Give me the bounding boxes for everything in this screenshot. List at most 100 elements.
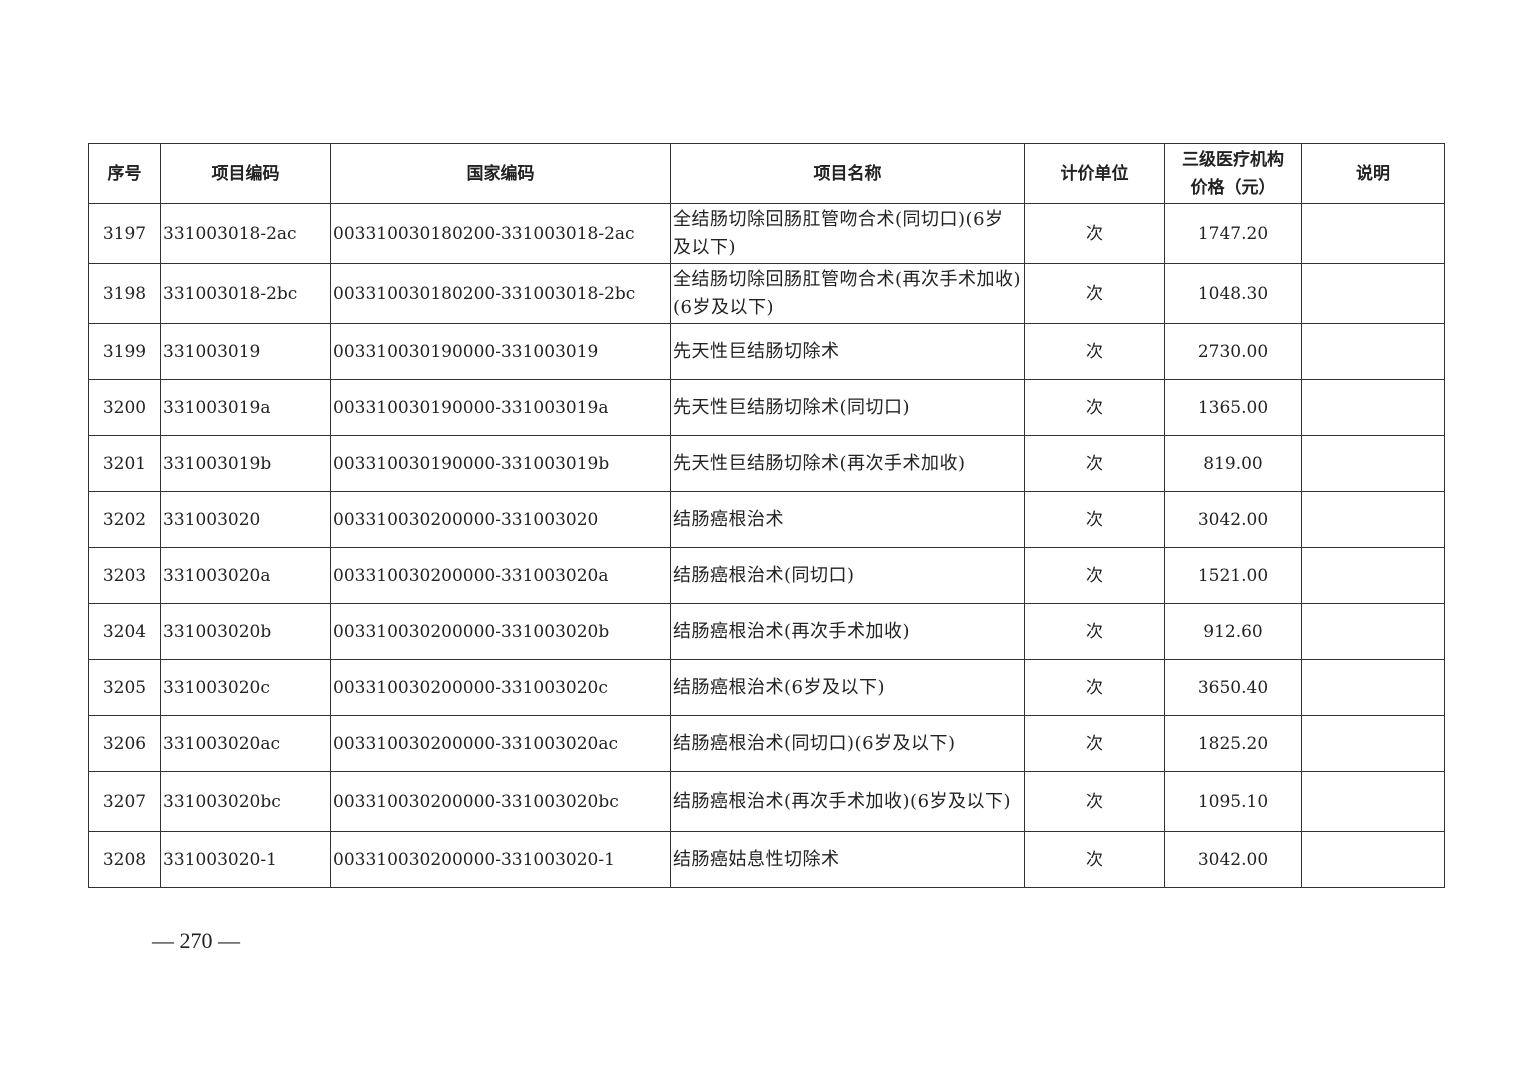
cell-unit: 次: [1024, 715, 1165, 772]
cell-seq: 3201: [88, 435, 161, 492]
cell-national-code: 003310030200000-331003020: [330, 491, 671, 548]
cell-national-code: 003310030200000-331003020c: [330, 659, 671, 716]
cell-seq: 3197: [88, 203, 161, 264]
cell-seq: 3204: [88, 603, 161, 660]
table-row: 3198 331003018-2bc 003310030180200-3310030…: [88, 263, 1445, 324]
cell-note: [1301, 659, 1445, 716]
table-row: 3204 331003020b 003310030200000-331003020b…: [88, 603, 1445, 660]
cell-name: 结肠癌根治术(6岁及以下): [670, 659, 1025, 716]
header-seq: 序号: [88, 143, 161, 204]
cell-code: 331003020b: [160, 603, 331, 660]
cell-note: [1301, 491, 1445, 548]
cell-price: 1825.20: [1164, 715, 1302, 772]
cell-note: [1301, 771, 1445, 832]
cell-code: 331003019: [160, 323, 331, 380]
cell-code: 331003020bc: [160, 771, 331, 832]
cell-name: 先天性巨结肠切除术: [670, 323, 1025, 380]
price-table: 序号 项目编码 国家编码 项目名称 计价单位 三级医疗机构价格（元） 说明 31…: [88, 143, 1445, 888]
cell-national-code: 003310030180200-331003018-2ac: [330, 203, 671, 264]
cell-national-code: 003310030200000-331003020b: [330, 603, 671, 660]
cell-national-code: 003310030190000-331003019a: [330, 379, 671, 436]
cell-name: 结肠癌根治术(再次手术加收): [670, 603, 1025, 660]
cell-unit: 次: [1024, 491, 1165, 548]
cell-seq: 3207: [88, 771, 161, 832]
cell-national-code: 003310030200000-331003020a: [330, 547, 671, 604]
cell-unit: 次: [1024, 435, 1165, 492]
table-row: 3203 331003020a 003310030200000-331003020a…: [88, 547, 1445, 604]
cell-price: 2730.00: [1164, 323, 1302, 380]
cell-code: 331003019b: [160, 435, 331, 492]
cell-seq: 3208: [88, 831, 161, 888]
cell-price: 1521.00: [1164, 547, 1302, 604]
cell-price: 1747.20: [1164, 203, 1302, 264]
cell-price: 1365.00: [1164, 379, 1302, 436]
header-unit: 计价单位: [1024, 143, 1165, 204]
cell-note: [1301, 263, 1445, 324]
table-row: 3201 331003019b 003310030190000-331003019b…: [88, 435, 1445, 492]
cell-national-code: 003310030190000-331003019: [330, 323, 671, 380]
cell-seq: 3205: [88, 659, 161, 716]
cell-name: 结肠癌根治术(再次手术加收)(6岁及以下): [670, 771, 1025, 832]
cell-code: 331003020c: [160, 659, 331, 716]
cell-code: 331003020a: [160, 547, 331, 604]
table-header-row: 序号 项目编码 国家编码 项目名称 计价单位 三级医疗机构价格（元） 说明: [88, 143, 1445, 204]
cell-seq: 3200: [88, 379, 161, 436]
cell-unit: 次: [1024, 603, 1165, 660]
cell-name: 结肠癌姑息性切除术: [670, 831, 1025, 888]
cell-code: 331003020: [160, 491, 331, 548]
cell-unit: 次: [1024, 547, 1165, 604]
cell-unit: 次: [1024, 771, 1165, 832]
page-number: — 270 —: [152, 928, 240, 953]
cell-note: [1301, 379, 1445, 436]
cell-code: 331003020ac: [160, 715, 331, 772]
cell-note: [1301, 715, 1445, 772]
cell-national-code: 003310030190000-331003019b: [330, 435, 671, 492]
table-row: 3205 331003020c 003310030200000-331003020c…: [88, 659, 1445, 716]
cell-name: 全结肠切除回肠肛管吻合术(再次手术加收)(6岁及以下): [670, 263, 1025, 324]
cell-seq: 3206: [88, 715, 161, 772]
cell-seq: 3203: [88, 547, 161, 604]
cell-price: 1095.10: [1164, 771, 1302, 832]
cell-national-code: 003310030180200-331003018-2bc: [330, 263, 671, 324]
cell-price: 912.60: [1164, 603, 1302, 660]
cell-price: 819.00: [1164, 435, 1302, 492]
cell-unit: 次: [1024, 659, 1165, 716]
header-price: 三级医疗机构价格（元）: [1164, 143, 1302, 204]
header-code: 项目编码: [160, 143, 331, 204]
table-row: 3208 331003020-1 003310030200000-331003020…: [88, 831, 1445, 888]
header-national-code: 国家编码: [330, 143, 671, 204]
cell-code: 331003019a: [160, 379, 331, 436]
table-row: 3202 331003020 003310030200000-331003020 结肠…: [88, 491, 1445, 548]
cell-seq: 3202: [88, 491, 161, 548]
cell-price: 3650.40: [1164, 659, 1302, 716]
cell-note: [1301, 831, 1445, 888]
table-row: 3199 331003019 003310030190000-331003019 先天…: [88, 323, 1445, 380]
cell-national-code: 003310030200000-331003020-1: [330, 831, 671, 888]
cell-unit: 次: [1024, 379, 1165, 436]
cell-name: 结肠癌根治术(同切口): [670, 547, 1025, 604]
cell-unit: 次: [1024, 203, 1165, 264]
cell-name: 全结肠切除回肠肛管吻合术(同切口)(6岁及以下): [670, 203, 1025, 264]
table-row: 3197 331003018-2ac 003310030180200-3310030…: [88, 203, 1445, 264]
cell-national-code: 003310030200000-331003020bc: [330, 771, 671, 832]
cell-price: 3042.00: [1164, 831, 1302, 888]
cell-note: [1301, 547, 1445, 604]
cell-name: 结肠癌根治术(同切口)(6岁及以下): [670, 715, 1025, 772]
cell-national-code: 003310030200000-331003020ac: [330, 715, 671, 772]
table-row: 3206 331003020ac 003310030200000-331003020…: [88, 715, 1445, 772]
cell-unit: 次: [1024, 831, 1165, 888]
table-row: 3200 331003019a 003310030190000-331003019a…: [88, 379, 1445, 436]
cell-note: [1301, 603, 1445, 660]
cell-unit: 次: [1024, 263, 1165, 324]
cell-seq: 3198: [88, 263, 161, 324]
cell-price: 1048.30: [1164, 263, 1302, 324]
cell-note: [1301, 323, 1445, 380]
cell-note: [1301, 203, 1445, 264]
cell-code: 331003020-1: [160, 831, 331, 888]
cell-code: 331003018-2bc: [160, 263, 331, 324]
cell-name: 结肠癌根治术: [670, 491, 1025, 548]
cell-note: [1301, 435, 1445, 492]
table-row: 3207 331003020bc 003310030200000-331003020…: [88, 771, 1445, 832]
cell-seq: 3199: [88, 323, 161, 380]
cell-unit: 次: [1024, 323, 1165, 380]
